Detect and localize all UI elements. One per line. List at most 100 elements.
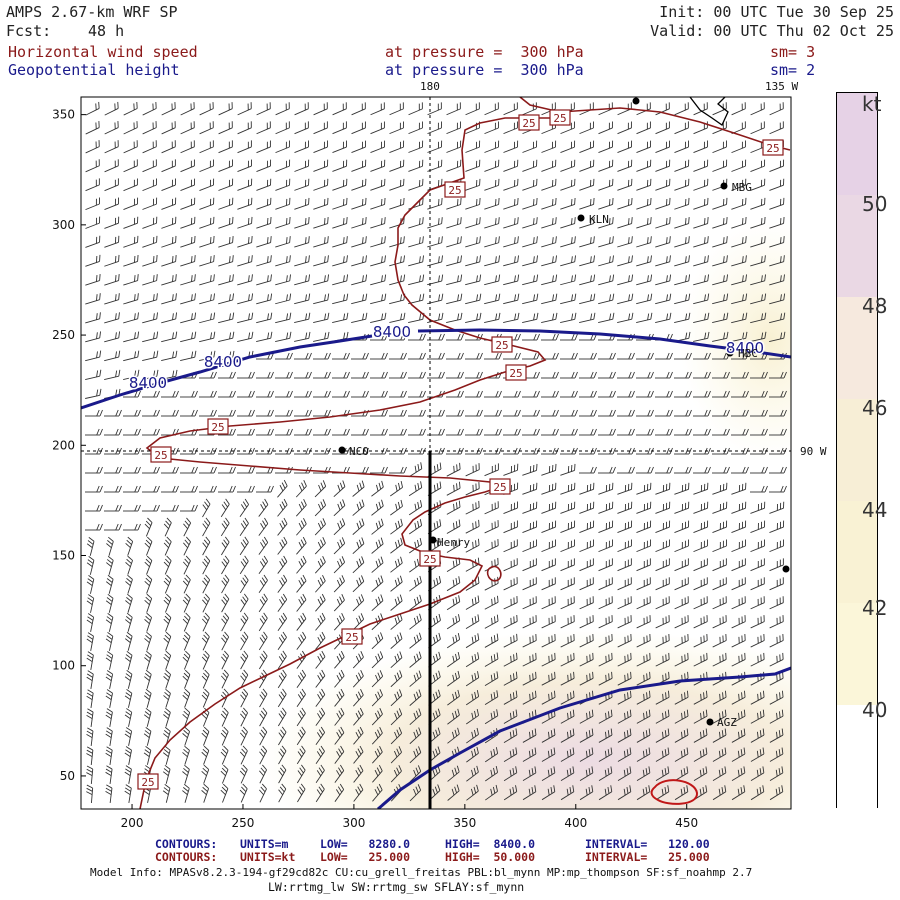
wind-speed-contour-top: [519, 97, 791, 151]
wind-barb: [731, 255, 747, 267]
model-info-line2: LW:rrtmg_lw SW:rrtmg_sw SFLAY:sf_mynn: [268, 880, 525, 894]
wind-barb: [598, 217, 614, 229]
wind-barb: [465, 217, 481, 229]
wind-barb: [259, 745, 268, 765]
wind-barb: [390, 499, 403, 516]
wind-barb: [144, 536, 153, 556]
wind-barb: [86, 746, 94, 766]
wind-barb: [218, 293, 235, 305]
wind-barb: [503, 747, 518, 763]
wind-barb: [294, 390, 312, 398]
wind-barb: [465, 159, 481, 172]
wind-barb: [674, 558, 689, 572]
wind-barb: [104, 274, 120, 286]
height-contour-label: 8400: [726, 339, 764, 357]
wind-barb: [313, 197, 329, 210]
x-tick-label: 400: [564, 816, 587, 830]
wind-barb: [769, 690, 784, 705]
wind-barb: [712, 501, 728, 514]
colorbar-seg-40: [837, 603, 877, 705]
wind-barb: [579, 255, 595, 267]
wind-barb: [674, 217, 690, 229]
wind-barb: [258, 574, 268, 594]
wind-barb: [351, 371, 369, 379]
wind-barb: [313, 293, 330, 305]
wind-barb: [636, 312, 653, 323]
wind-barb: [199, 197, 215, 210]
wind-barb: [333, 499, 346, 517]
wind-barb: [636, 390, 654, 398]
wind-barb: [332, 312, 349, 324]
wind-barb: [256, 216, 272, 229]
wind-barb: [503, 463, 519, 476]
wind-barb: [617, 558, 632, 572]
wind-barb: [446, 519, 461, 534]
wind-barb: [123, 523, 141, 531]
wind-barb: [693, 428, 711, 436]
wind-barb: [123, 235, 139, 248]
wind-barb: [636, 102, 651, 116]
wind-barb: [294, 409, 312, 417]
wind-barb: [370, 333, 388, 341]
wind-barb: [522, 520, 538, 533]
wind-barb: [503, 352, 521, 360]
wind-barb: [655, 466, 673, 474]
wind-barb: [278, 745, 287, 765]
wind-barb: [655, 121, 670, 135]
wind-barb: [655, 409, 673, 417]
wind-barb: [769, 255, 785, 267]
wind-barb: [598, 709, 613, 724]
wind-barb: [277, 612, 287, 631]
wind-barb: [104, 159, 119, 173]
wind-barb: [332, 159, 348, 172]
wind-barb: [636, 558, 651, 572]
wind-barb: [258, 498, 269, 517]
wind-barb: [769, 539, 784, 553]
wind-barb: [85, 485, 103, 493]
station-dot: [338, 446, 346, 454]
wind-barb: [104, 197, 120, 210]
wind-barb: [371, 651, 384, 669]
wind-barb: [598, 539, 613, 553]
wind-barb: [256, 102, 271, 116]
wind-barb: [541, 482, 557, 495]
wind-barb: [465, 371, 483, 379]
wind-barb: [560, 728, 575, 743]
wind-barb: [674, 102, 689, 116]
wind-barb: [522, 178, 538, 191]
wind-barb: [390, 746, 402, 764]
wind-barb: [104, 409, 122, 417]
wind-barb: [370, 178, 386, 191]
wind-barb: [522, 690, 537, 705]
wind-barb: [750, 690, 765, 705]
wind-barb: [712, 577, 727, 591]
wind-barb: [712, 236, 728, 248]
wind-barb: [409, 632, 422, 649]
wind-barb: [446, 409, 464, 417]
wind-barb: [503, 312, 520, 323]
wind-barb: [370, 197, 386, 210]
wind-barb: [484, 236, 500, 248]
wind-barb: [408, 481, 423, 497]
wind-barb: [446, 447, 464, 455]
wind-barb: [674, 428, 692, 436]
speed-contour-label: 25: [762, 139, 784, 156]
wind-barb: [446, 595, 461, 611]
wind-barb: [447, 689, 460, 706]
wind-barb: [123, 312, 139, 324]
wind-barb: [256, 293, 273, 305]
wind-barb: [313, 236, 329, 248]
wind-barb: [541, 197, 557, 210]
wind-barb: [334, 669, 345, 688]
wind-barb: [144, 517, 153, 537]
wind-barb: [408, 409, 426, 417]
wind-barb: [275, 331, 292, 342]
wind-barb: [351, 217, 367, 229]
wind-barb: [275, 312, 292, 324]
wind-barb: [239, 745, 248, 765]
x-tick-label: 300: [342, 816, 365, 830]
wind-barb: [522, 236, 538, 248]
wind-barb: [674, 447, 692, 455]
wind-barb: [693, 159, 709, 172]
wind-barb: [180, 331, 197, 343]
